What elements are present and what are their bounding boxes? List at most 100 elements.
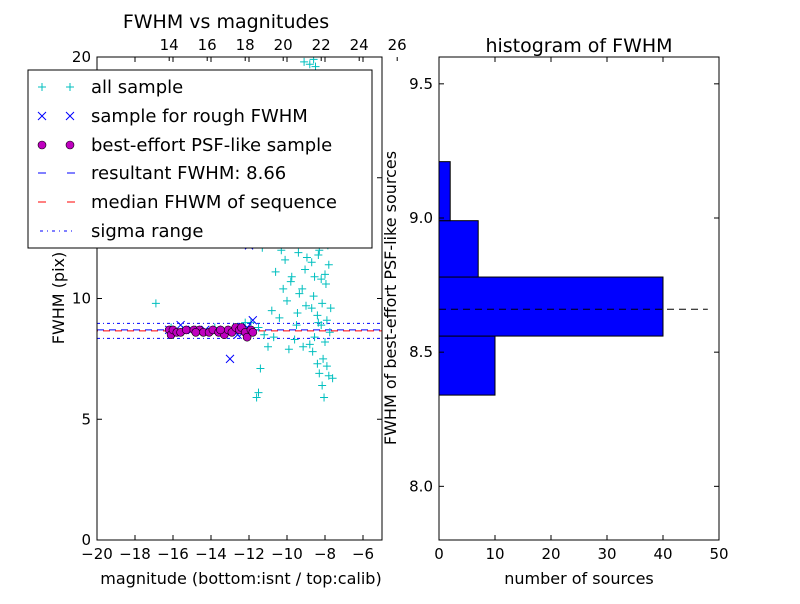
scatter-x-label: magnitude (bottom:isnt / top:calib) <box>100 569 381 588</box>
all-sample-point <box>314 251 323 260</box>
all-sample-point <box>309 57 318 64</box>
histogram-bar <box>439 220 479 278</box>
histogram-plot-area <box>439 161 708 396</box>
all-sample-point <box>322 316 331 325</box>
histogram-y-label: FWHM of best-effort PSF-like sources <box>381 151 400 445</box>
all-sample-point <box>326 304 335 313</box>
legend-all-sample-icon <box>66 83 74 91</box>
scatter-x-tick-label: −18 <box>119 545 151 563</box>
legend-psf-sample-icon <box>37 140 47 150</box>
all-sample-point <box>252 393 261 402</box>
all-sample-point <box>317 321 326 330</box>
histogram-bar <box>439 335 496 396</box>
histogram-bar <box>439 276 664 337</box>
all-sample-point <box>281 255 290 264</box>
rough-sample-point <box>225 354 235 364</box>
histogram-x-tick-label: 10 <box>485 545 504 563</box>
all-sample-point <box>310 272 319 281</box>
scatter-panel: FWHM vs magnitudes −20 −18 −16 −14 −12 −10 −8−… <box>27 11 407 588</box>
all-sample-point <box>292 321 301 330</box>
all-sample-point <box>305 340 314 349</box>
all-sample-point <box>286 277 295 286</box>
scatter-title: FWHM vs magnitudes <box>123 11 329 33</box>
all-sample-point <box>322 362 331 371</box>
all-sample-point <box>309 292 318 301</box>
histogram-title: histogram of FWHM <box>485 35 672 57</box>
histogram-x-tick-label: 20 <box>541 545 560 563</box>
all-sample-point <box>287 272 296 281</box>
all-sample-point <box>295 289 304 298</box>
scatter-top-tick-label: 26 <box>388 36 407 54</box>
scatter-top-tick-label: 22 <box>312 36 331 54</box>
psf-sample-point <box>191 328 201 337</box>
all-sample-point <box>324 260 333 269</box>
scatter-y-tick-label: 0 <box>81 531 91 549</box>
psf-sample-point <box>242 332 252 342</box>
legend-rough-sample-icon <box>65 111 75 121</box>
histogram-x-label: number of sources <box>504 569 654 588</box>
all-sample-point <box>318 299 327 308</box>
all-sample-point <box>319 354 328 363</box>
all-sample-point <box>313 359 322 368</box>
scatter-y-label: FWHM (pix) <box>49 252 68 345</box>
all-sample-point <box>269 333 278 342</box>
legend-psf-sample-icon <box>65 140 75 150</box>
all-sample-point <box>321 337 329 346</box>
legend-box <box>27 69 373 249</box>
all-sample-point <box>300 57 309 66</box>
all-sample-point <box>308 347 317 356</box>
all-sample-point <box>325 328 334 337</box>
legend: all sample sample for rough FWHM best-effo… <box>27 69 373 249</box>
all-sample-point <box>254 323 263 332</box>
all-sample-point <box>151 299 160 308</box>
all-sample-point <box>283 296 291 305</box>
all-sample-point <box>321 280 330 289</box>
histogram-bar <box>439 161 451 222</box>
all-sample-point <box>328 374 337 383</box>
all-sample-point <box>302 301 310 310</box>
all-sample-point <box>254 388 263 397</box>
histogram-x-tick-label: 40 <box>653 545 672 563</box>
scatter-x-tick-label: −12 <box>233 545 265 563</box>
histogram-frame <box>438 56 720 541</box>
all-sample-point <box>290 335 299 344</box>
scatter-top-tick-label: 18 <box>236 36 255 54</box>
histogram-x-tick-label: 50 <box>709 545 728 563</box>
scatter-x-tick-label: −16 <box>157 545 189 563</box>
scatter-x-tick-label: −20 <box>81 545 113 563</box>
all-sample-point <box>256 364 265 373</box>
all-sample-point <box>315 369 324 378</box>
scatter-top-tick-label: 16 <box>198 36 217 54</box>
legend-label: median FHWM of sequence <box>91 192 337 213</box>
histogram-y-tick-label: 8.0 <box>409 477 433 495</box>
scatter-x-tick-label: −14 <box>195 545 227 563</box>
all-sample-point <box>311 62 320 71</box>
all-sample-point <box>301 265 310 274</box>
scatter-x-tick-label: −10 <box>271 545 303 563</box>
all-sample-point <box>320 393 329 402</box>
legend-label: sigma range <box>91 221 203 242</box>
rough-sample-point <box>248 315 258 325</box>
scatter-top-tick-label: 20 <box>274 36 293 54</box>
scatter-y-tick-label: 5 <box>81 410 91 428</box>
all-sample-point <box>307 304 316 313</box>
all-sample-point <box>302 253 311 262</box>
all-sample-point <box>293 308 302 317</box>
scatter-y-tick-label: 20 <box>72 48 91 66</box>
all-sample-point <box>307 258 316 267</box>
all-sample-point <box>317 275 326 284</box>
histogram-y-tick-label: 9.0 <box>409 209 433 227</box>
all-sample-point <box>267 306 276 315</box>
all-sample-point <box>299 342 308 351</box>
scatter-y-tick-label: 10 <box>72 290 91 308</box>
psf-sample-point <box>182 325 191 335</box>
all-sample-point <box>305 60 314 69</box>
all-sample-point <box>279 284 288 293</box>
psf-sample-point <box>216 325 225 335</box>
histogram-y-tick-label: 9.5 <box>409 75 433 93</box>
all-sample-point <box>321 270 329 279</box>
all-sample-point <box>313 311 322 320</box>
scatter-x-tick-label: −6 <box>352 545 374 563</box>
scatter-top-tick-label: 14 <box>160 36 179 54</box>
